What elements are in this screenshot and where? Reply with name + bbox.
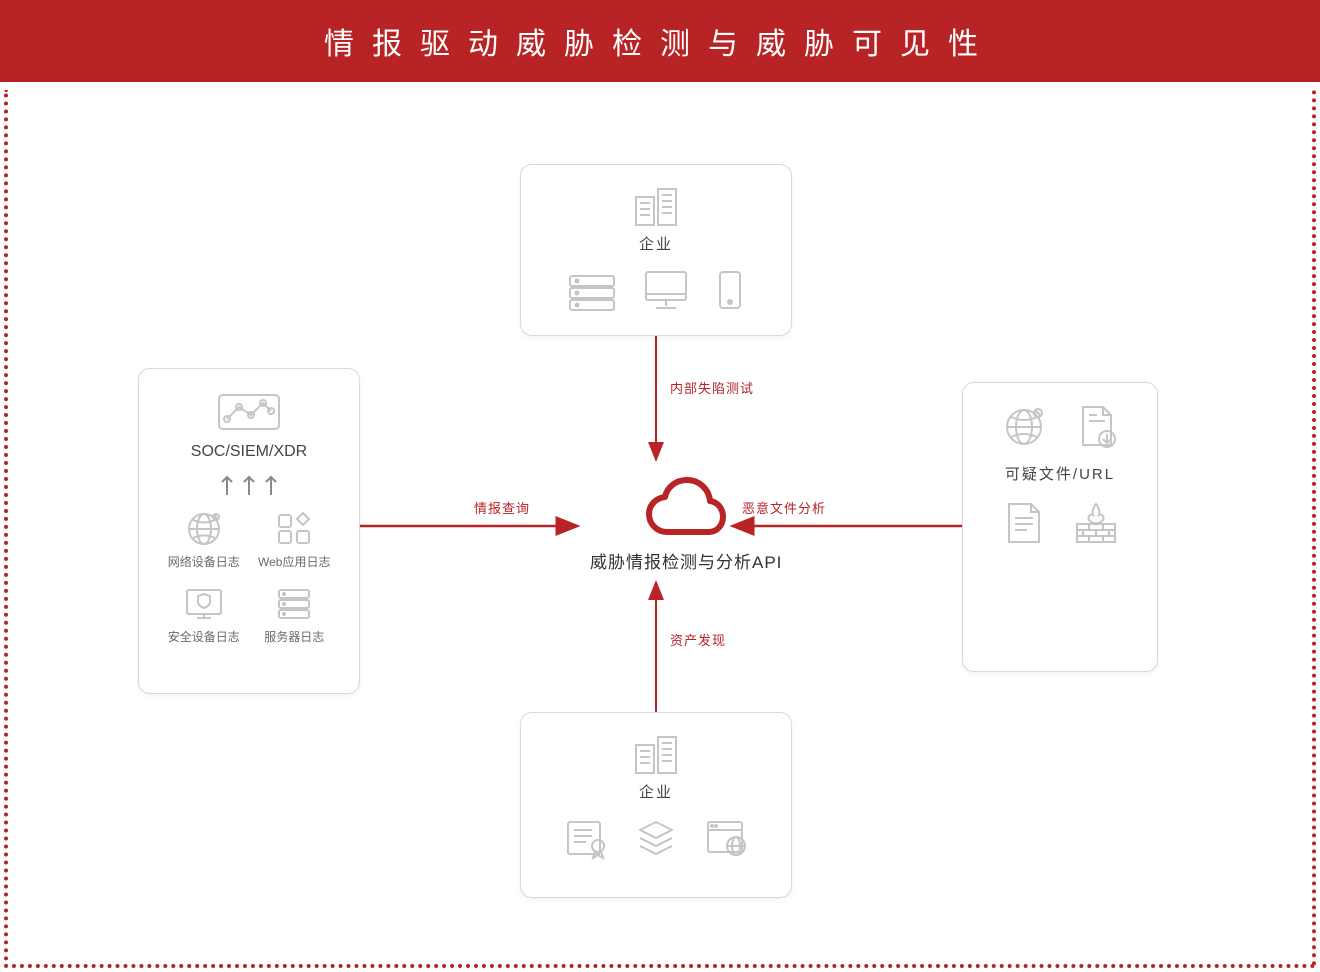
node-bottom-title: 企业 — [639, 781, 673, 802]
file-text-icon — [997, 498, 1051, 548]
firewall-icon — [1069, 498, 1123, 548]
log-label: Web应用日志 — [258, 553, 330, 570]
file-download-icon — [1069, 401, 1123, 451]
log-item-server: 服务器日志 — [258, 584, 330, 645]
arrow-label-left: 情报查询 — [474, 498, 530, 517]
log-label: 安全设备日志 — [168, 628, 240, 645]
phone-icon — [714, 268, 746, 312]
server-stack-icon — [271, 584, 317, 624]
server-rack-icon — [566, 272, 618, 312]
arrow-label-top: 内部失陷测试 — [670, 378, 754, 397]
node-top-title: 企业 — [639, 233, 673, 254]
log-label: 网络设备日志 — [168, 553, 240, 570]
siem-title: SOC/SIEM/XDR — [191, 443, 307, 461]
page-title: 情报驱动威胁检测与威胁可见性 — [324, 19, 996, 63]
certificate-icon — [562, 816, 610, 860]
layers-icon — [632, 816, 680, 860]
log-item-security: 安全设备日志 — [168, 584, 240, 645]
log-item-webapp: Web应用日志 — [258, 509, 330, 570]
up-arrows-icon — [209, 471, 289, 497]
node-right-title: 可疑文件/URL — [1005, 463, 1115, 484]
desktop-icon — [640, 268, 692, 312]
node-bottom-enterprise: 企业 — [520, 712, 792, 898]
diagram-canvas: 内部失陷测试 资产发现 情报查询 恶意文件分析 威胁情报检测与分析API 企业 — [0, 82, 1320, 972]
node-left-logs: SOC/SIEM/XDR — [138, 368, 360, 694]
page-title-bar: 情报驱动威胁检测与威胁可见性 — [0, 0, 1320, 82]
center-node: 威胁情报检测与分析API — [590, 476, 782, 573]
browser-globe-icon — [702, 816, 750, 860]
buildings-icon — [628, 731, 684, 775]
shield-screen-icon — [181, 584, 227, 624]
buildings-icon — [628, 183, 684, 227]
arrow-label-bottom: 资产发现 — [670, 630, 726, 649]
apps-icon — [271, 509, 317, 549]
node-right-suspicious: 可疑文件/URL — [962, 382, 1158, 672]
globe-icon — [997, 401, 1051, 451]
globe-icon — [181, 509, 227, 549]
center-label: 威胁情报检测与分析API — [590, 548, 782, 573]
node-top-enterprise: 企业 — [520, 164, 792, 336]
analytics-icon — [213, 389, 285, 435]
log-label: 服务器日志 — [264, 628, 324, 645]
cloud-icon — [641, 476, 731, 538]
log-item-network: 网络设备日志 — [168, 509, 240, 570]
